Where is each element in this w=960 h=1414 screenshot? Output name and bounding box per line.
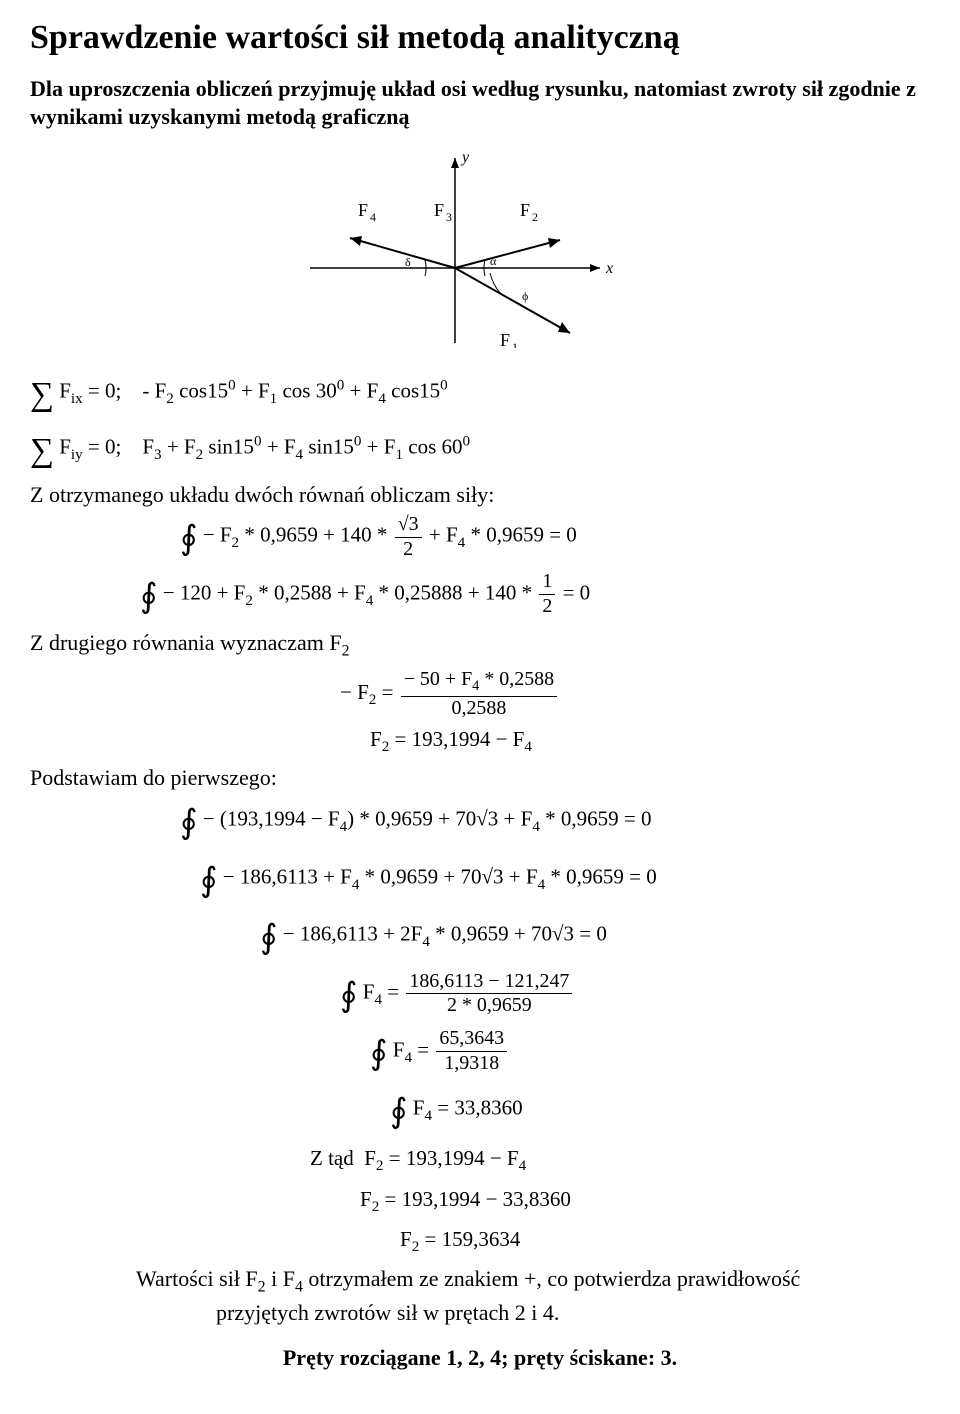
eq-sub2: ∮ − 186,6113 + F4 * 0,9659 + 70√3 + F4 *… bbox=[30, 854, 930, 908]
svg-text:x: x bbox=[605, 260, 613, 277]
narr-1: Z otrzymanego układu dwóch równań oblicz… bbox=[30, 480, 930, 511]
forces-diagram: x y F4 F3 F2 F1 δ α ϕ bbox=[290, 148, 620, 348]
svg-text:ϕ: ϕ bbox=[522, 289, 528, 303]
conclusion: Wartości sił F2 i F4 otrzymałem ze znaki… bbox=[30, 1264, 930, 1329]
page-title: Sprawdzenie wartości sił metodą analityc… bbox=[30, 18, 930, 57]
svg-text:y: y bbox=[460, 149, 470, 166]
svg-text:3: 3 bbox=[446, 210, 452, 224]
svg-text:4: 4 bbox=[370, 210, 376, 224]
eq-f4-frac2: ∮ F4 = 65,3643 1,9318 bbox=[30, 1027, 930, 1081]
eq-f2-final: F2 = 159,3634 bbox=[30, 1223, 930, 1259]
eq-sub3: ∮ − 186,6113 + 2F4 * 0,9659 + 70√3 = 0 bbox=[30, 911, 930, 965]
eq-b: ∮ − 120 + F2 * 0,2588 + F4 * 0,25888 + 1… bbox=[30, 570, 930, 624]
svg-text:2: 2 bbox=[532, 210, 538, 224]
eq-a: ∮ − F2 * 0,9659 + 140 * √32 + F4 * 0,965… bbox=[30, 512, 930, 566]
svg-text:F: F bbox=[500, 330, 510, 348]
narr-3: Podstawiam do pierwszego: bbox=[30, 763, 930, 794]
svg-text:F: F bbox=[434, 200, 444, 220]
narr-2: Z drugiego równania wyznaczam F2 bbox=[30, 628, 930, 663]
eq-sum-fx: ∑ Fix = 0; - F2 cos150 + F1 cos 300 + F4… bbox=[30, 368, 930, 422]
intro-paragraph: Dla uproszczenia obliczeń przyjmuję ukła… bbox=[30, 75, 930, 130]
final-statement: Pręty rozciągane 1, 2, 4; pręty ściskane… bbox=[30, 1345, 930, 1371]
svg-text:F: F bbox=[358, 200, 368, 220]
eq-sub1: ∮ − (193,1994 − F4) * 0,9659 + 70√3 + F4… bbox=[30, 796, 930, 850]
svg-text:F: F bbox=[520, 200, 530, 220]
eq-sum-fy: ∑ Fiy = 0; F3 + F2 sin150 + F4 sin150 + … bbox=[30, 424, 930, 478]
svg-text:δ: δ bbox=[405, 255, 411, 269]
svg-text:1: 1 bbox=[512, 340, 518, 348]
eq-f4-val: ∮ F4 = 33,8360 bbox=[30, 1085, 930, 1139]
svg-text:α: α bbox=[490, 254, 497, 268]
eq-f2-frac: − F2 = − 50 + F4 * 0,2588 0,2588 bbox=[30, 670, 930, 718]
eq-ztad: Z tąd F2 = 193,1994 − F4 bbox=[30, 1142, 930, 1178]
eq-f2-lin: F2 = 193,1994 − F4 bbox=[30, 723, 930, 759]
eq-f2-step: F2 = 193,1994 − 33,8360 bbox=[30, 1183, 930, 1219]
eq-f4-frac1: ∮ F4 = 186,6113 − 121,247 2 * 0,9659 bbox=[30, 969, 930, 1023]
